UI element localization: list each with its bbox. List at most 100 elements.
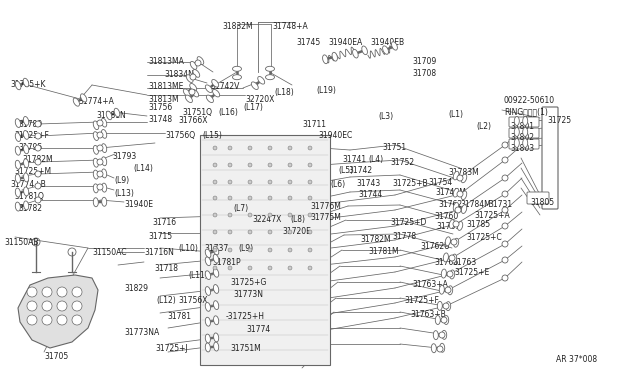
Circle shape xyxy=(288,163,292,167)
Ellipse shape xyxy=(445,302,451,311)
Text: 31795: 31795 xyxy=(18,143,42,152)
Text: 31781Q: 31781Q xyxy=(14,192,44,201)
Ellipse shape xyxy=(523,116,528,125)
Ellipse shape xyxy=(190,61,197,69)
Ellipse shape xyxy=(24,187,29,196)
FancyBboxPatch shape xyxy=(527,192,549,204)
Ellipse shape xyxy=(206,95,213,103)
Text: 31782M: 31782M xyxy=(22,155,52,164)
Circle shape xyxy=(453,221,459,227)
Ellipse shape xyxy=(205,317,211,326)
Ellipse shape xyxy=(205,85,212,93)
Circle shape xyxy=(451,239,457,245)
Text: (L17): (L17) xyxy=(243,103,263,112)
Ellipse shape xyxy=(93,184,99,193)
Ellipse shape xyxy=(15,133,20,141)
Text: 31751Q: 31751Q xyxy=(182,108,212,117)
Text: 31751M: 31751M xyxy=(230,344,260,353)
Text: (L7): (L7) xyxy=(233,204,248,213)
Circle shape xyxy=(445,287,451,293)
Circle shape xyxy=(35,171,41,177)
Ellipse shape xyxy=(453,171,459,180)
Ellipse shape xyxy=(186,75,193,83)
Circle shape xyxy=(248,146,252,150)
Circle shape xyxy=(449,255,455,261)
Circle shape xyxy=(35,183,41,189)
Text: (L8): (L8) xyxy=(290,215,305,224)
Ellipse shape xyxy=(102,197,107,206)
Ellipse shape xyxy=(266,75,275,80)
Ellipse shape xyxy=(183,89,190,96)
Ellipse shape xyxy=(458,221,463,230)
Text: 31744: 31744 xyxy=(358,190,382,199)
Ellipse shape xyxy=(102,157,107,166)
Text: 31709: 31709 xyxy=(412,57,436,66)
Text: (L6): (L6) xyxy=(330,180,345,189)
FancyBboxPatch shape xyxy=(509,128,539,138)
Text: 31725+B: 31725+B xyxy=(392,179,428,188)
Circle shape xyxy=(288,230,292,234)
Ellipse shape xyxy=(205,249,211,258)
Text: 31150AB: 31150AB xyxy=(4,238,38,247)
Circle shape xyxy=(248,230,252,234)
Circle shape xyxy=(189,89,195,95)
FancyBboxPatch shape xyxy=(200,135,330,365)
Ellipse shape xyxy=(453,202,459,211)
Circle shape xyxy=(72,301,82,311)
Ellipse shape xyxy=(24,145,29,154)
Text: 31756Q: 31756Q xyxy=(165,131,195,140)
Ellipse shape xyxy=(214,316,219,325)
Ellipse shape xyxy=(444,315,449,324)
Text: 31785: 31785 xyxy=(466,220,490,229)
Circle shape xyxy=(439,332,445,338)
Circle shape xyxy=(268,180,272,184)
Text: 31805: 31805 xyxy=(530,198,554,207)
Ellipse shape xyxy=(515,128,519,137)
FancyBboxPatch shape xyxy=(509,139,539,149)
Ellipse shape xyxy=(24,159,29,168)
Ellipse shape xyxy=(73,98,79,106)
Ellipse shape xyxy=(93,132,99,141)
Circle shape xyxy=(72,315,82,325)
Ellipse shape xyxy=(431,344,436,353)
Circle shape xyxy=(68,248,76,256)
Text: (L2): (L2) xyxy=(476,122,491,131)
Circle shape xyxy=(42,315,52,325)
Ellipse shape xyxy=(515,116,519,125)
Ellipse shape xyxy=(523,138,528,148)
Ellipse shape xyxy=(15,81,21,90)
Circle shape xyxy=(457,191,463,197)
Text: 31781: 31781 xyxy=(167,312,191,321)
Circle shape xyxy=(502,241,508,247)
Circle shape xyxy=(455,207,461,213)
Ellipse shape xyxy=(449,219,454,228)
Text: 31748+A: 31748+A xyxy=(272,22,308,31)
Ellipse shape xyxy=(106,111,112,120)
Ellipse shape xyxy=(213,246,219,255)
Circle shape xyxy=(213,248,217,252)
Ellipse shape xyxy=(212,89,220,97)
Ellipse shape xyxy=(461,174,467,183)
Circle shape xyxy=(228,213,232,217)
Circle shape xyxy=(213,266,217,270)
Ellipse shape xyxy=(205,271,211,279)
Ellipse shape xyxy=(454,238,459,247)
Circle shape xyxy=(32,238,40,246)
Text: (L10): (L10) xyxy=(178,244,198,253)
Ellipse shape xyxy=(442,330,447,339)
Text: 31743: 31743 xyxy=(356,179,380,188)
Text: 31725: 31725 xyxy=(547,116,571,125)
Text: 31731: 31731 xyxy=(488,200,512,209)
Text: 31742V: 31742V xyxy=(210,82,239,91)
Ellipse shape xyxy=(191,89,198,97)
Circle shape xyxy=(195,60,201,66)
Text: 31813ME: 31813ME xyxy=(148,82,184,91)
Ellipse shape xyxy=(205,343,211,352)
Ellipse shape xyxy=(93,170,99,179)
Circle shape xyxy=(35,133,41,139)
Circle shape xyxy=(42,287,52,297)
Circle shape xyxy=(502,207,508,213)
Text: 31776M: 31776M xyxy=(310,202,341,211)
Circle shape xyxy=(288,266,292,270)
Circle shape xyxy=(213,163,217,167)
